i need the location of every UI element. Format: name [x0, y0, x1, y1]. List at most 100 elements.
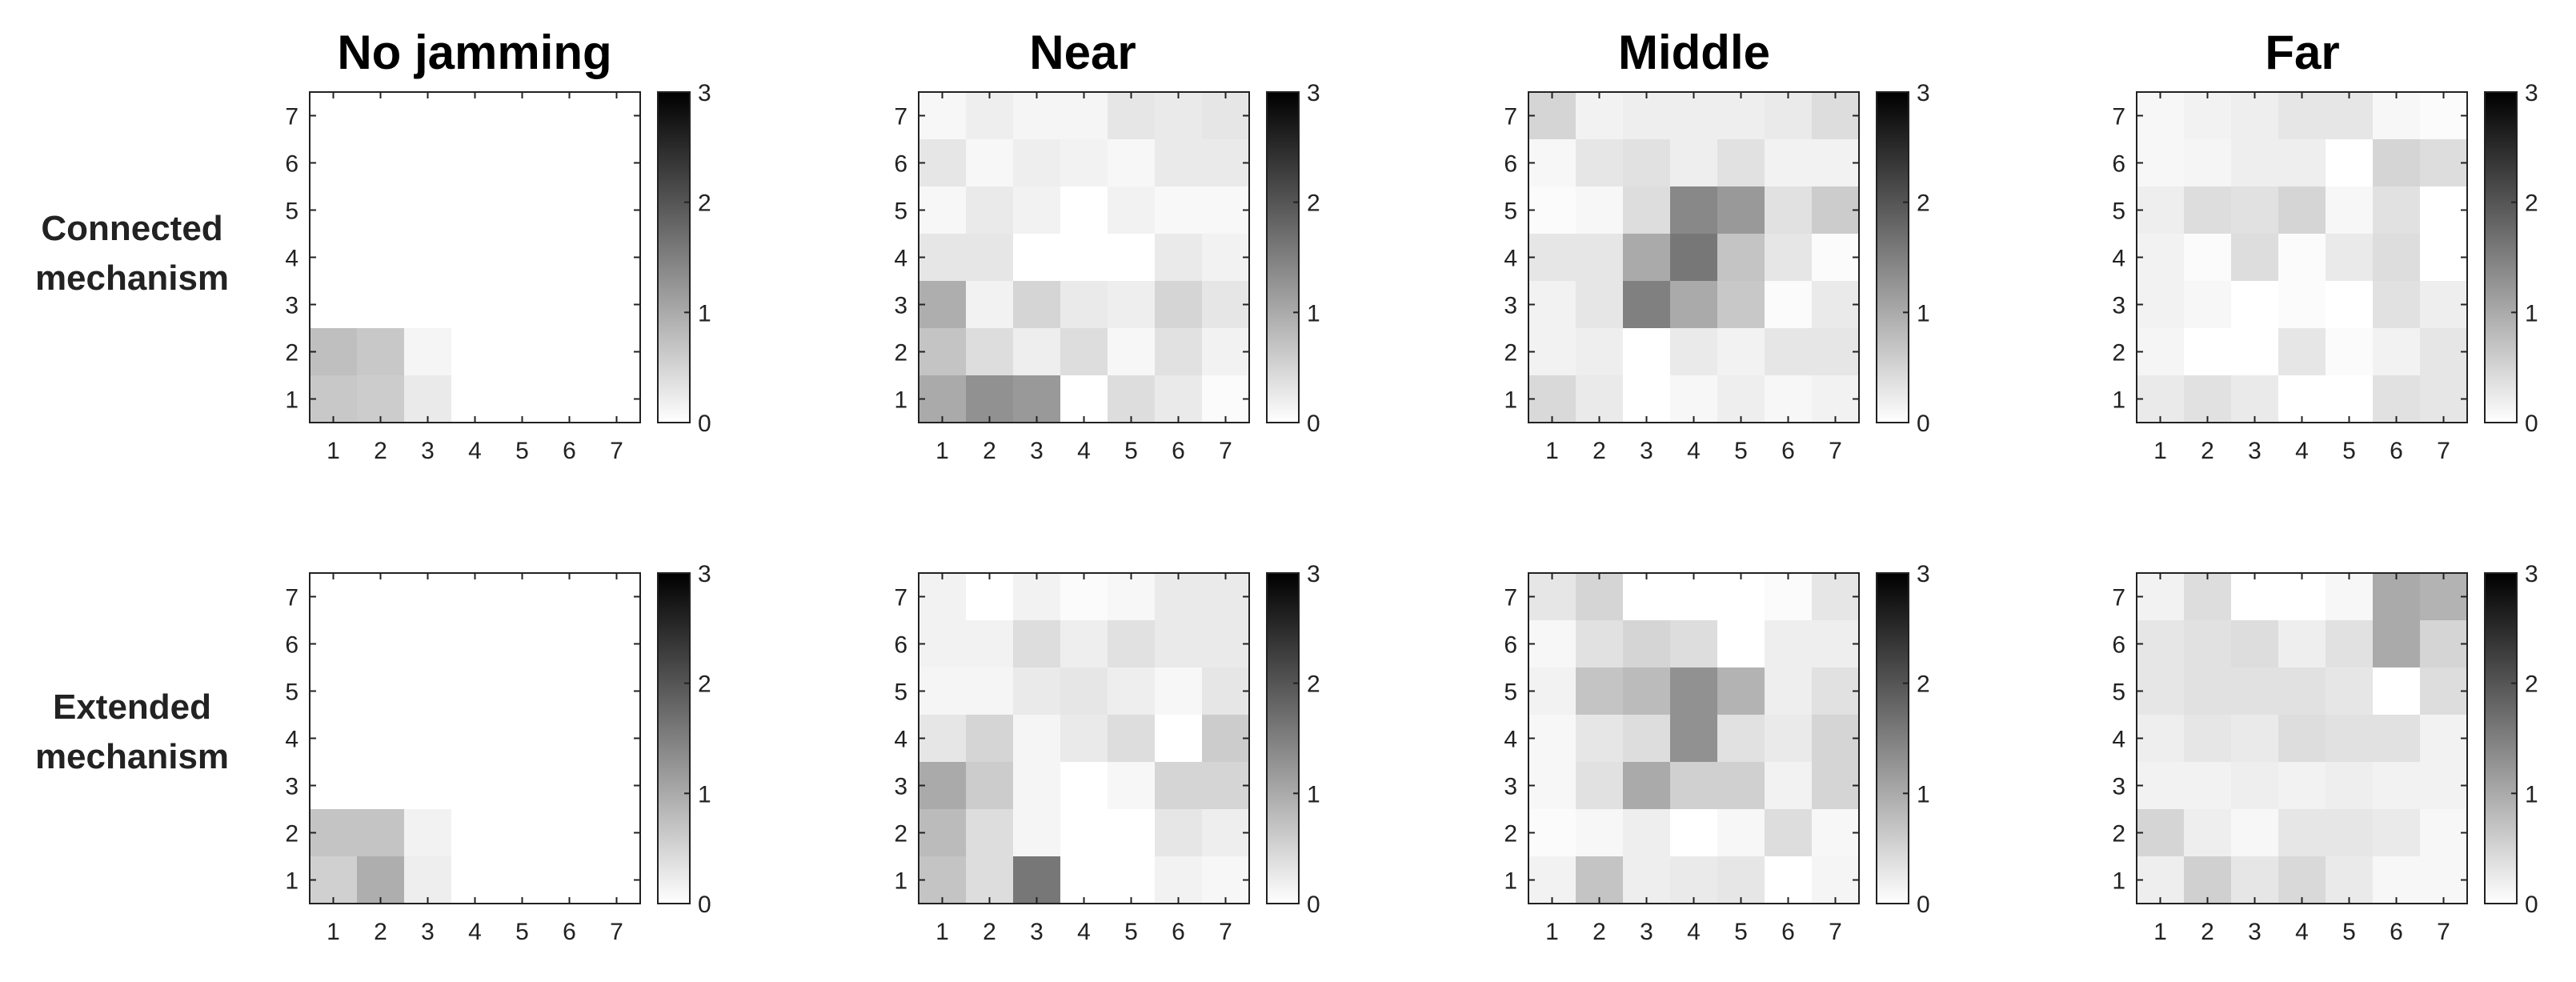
- y-tick-label: 2: [894, 340, 907, 367]
- heatmap-cell: [966, 234, 1014, 282]
- heatmap-cell: [1108, 139, 1156, 187]
- heatmap-cell: [2184, 762, 2232, 810]
- heatmap-cell: [499, 92, 547, 140]
- heatmap-cell: [1765, 139, 1813, 187]
- heatmap-cell: [1576, 715, 1624, 763]
- heatmap-cell: [1765, 573, 1813, 621]
- heatmap-cell: [2326, 856, 2374, 904]
- heatmap-cell: [1812, 715, 1860, 763]
- heatmap-cell: [310, 762, 358, 810]
- heatmap-cell: [2137, 667, 2185, 715]
- heatmap-cell: [2420, 715, 2468, 763]
- heatmap-cell: [1576, 234, 1624, 282]
- y-tick-label: 3: [1504, 774, 1517, 800]
- heatmap-cell: [1576, 620, 1624, 668]
- heatmap-cell: [2373, 667, 2421, 715]
- heatmap-cell: [2184, 809, 2232, 857]
- colorbar-tick-label: 2: [2525, 671, 2538, 698]
- heatmap-cell: [1202, 762, 1250, 810]
- x-tick-label: 7: [1219, 438, 1232, 464]
- heatmap-cell: [1202, 375, 1250, 423]
- heatmap-cell: [1013, 281, 1061, 329]
- colorbar-tick-label: 2: [698, 671, 711, 698]
- y-tick-label: 6: [285, 151, 298, 178]
- heatmap-cell: [1717, 573, 1765, 621]
- colorbar: [1266, 91, 1300, 423]
- y-tick-label: 3: [894, 293, 907, 319]
- heatmap-cell: [357, 139, 405, 187]
- heatmap-cell: [919, 762, 967, 810]
- heatmap-cell: [1765, 620, 1813, 668]
- colorbar-tick-label: 1: [2525, 300, 2538, 327]
- heatmap-cell: [1202, 573, 1250, 621]
- colorbar: [2484, 91, 2518, 423]
- column-titles: No jamming Near Middle Far: [337, 26, 2339, 79]
- heatmap-cell: [2278, 620, 2326, 668]
- heatmap-cell: [2373, 375, 2421, 423]
- heatmap-cell: [1013, 139, 1061, 187]
- heatmap-cell: [1108, 856, 1156, 904]
- heatmap-cell: [499, 328, 547, 376]
- heatmap-cell: [2326, 809, 2374, 857]
- heatmap-cell: [966, 573, 1014, 621]
- colorbar: [657, 91, 691, 423]
- x-tick-label: 6: [2390, 438, 2403, 464]
- colorbar-tick-label: 0: [2525, 892, 2538, 918]
- heatmap-cell: [1108, 715, 1156, 763]
- heatmap-cell: [1623, 186, 1671, 234]
- heatmap-cell: [404, 809, 452, 857]
- column-title-middle: Middle: [1618, 26, 1770, 79]
- heatmap-cell: [1202, 234, 1250, 282]
- colorbar: [1266, 572, 1300, 904]
- heatmap-cell: [310, 573, 358, 621]
- heatmap-cell: [2184, 375, 2232, 423]
- x-tick-label: 4: [1687, 438, 1701, 464]
- heatmap-cell: [1060, 715, 1108, 763]
- heatmap-cell: [2373, 328, 2421, 376]
- heatmap-cell: [357, 328, 405, 376]
- heatmap-cell: [1717, 139, 1765, 187]
- colorbar-tick-label: 2: [698, 190, 711, 217]
- x-tick-label: 6: [1172, 438, 1185, 464]
- heatmap-cell: [1670, 375, 1718, 423]
- heatmap-cell: [966, 762, 1014, 810]
- heatmap-cell: [1202, 620, 1250, 668]
- heatmap-cell: [1108, 375, 1156, 423]
- heatmap-cell: [2184, 856, 2232, 904]
- x-tick-label: 2: [2201, 438, 2214, 464]
- y-tick-label: 3: [2112, 774, 2125, 800]
- heatmap-cell: [2137, 139, 2185, 187]
- x-tick-label: 4: [1687, 919, 1701, 945]
- heatmap-cell: [1060, 375, 1108, 423]
- row-label-connected-line2: mechanism: [35, 259, 229, 298]
- heatmap-cell: [966, 856, 1014, 904]
- heatmap-cell: [357, 762, 405, 810]
- heatmap-cell: [2231, 573, 2279, 621]
- x-tick-label: 5: [1734, 438, 1748, 464]
- heatmap-cell: [1528, 281, 1576, 329]
- heatmap-cell: [1576, 809, 1624, 857]
- y-tick-label: 3: [894, 774, 907, 800]
- heatmap-cell: [2184, 715, 2232, 763]
- row-label-connected-line1: Connected: [41, 209, 222, 248]
- heatmap-cell: [2231, 809, 2279, 857]
- heatmap-cell: [2231, 139, 2279, 187]
- heatmap-cell: [1060, 186, 1108, 234]
- heatmap-cell: [1013, 328, 1061, 376]
- heatmap-cell: [310, 186, 358, 234]
- x-tick-label: 4: [2295, 919, 2309, 945]
- colorbar-tick-label: 0: [1917, 892, 1930, 918]
- heatmap-cell: [1108, 573, 1156, 621]
- x-tick-label: 3: [1030, 919, 1044, 945]
- heatmap-cell: [1623, 328, 1671, 376]
- heatmap-cell: [310, 715, 358, 763]
- heatmap-cell: [2326, 762, 2374, 810]
- heatmap-cell: [1155, 667, 1203, 715]
- x-tick-label: 5: [515, 919, 529, 945]
- heatmap-cell: [966, 186, 1014, 234]
- heatmap-cell: [1108, 620, 1156, 668]
- x-tick-label: 6: [1781, 919, 1795, 945]
- heatmap-cell: [1576, 375, 1624, 423]
- x-tick-label: 1: [1545, 919, 1559, 945]
